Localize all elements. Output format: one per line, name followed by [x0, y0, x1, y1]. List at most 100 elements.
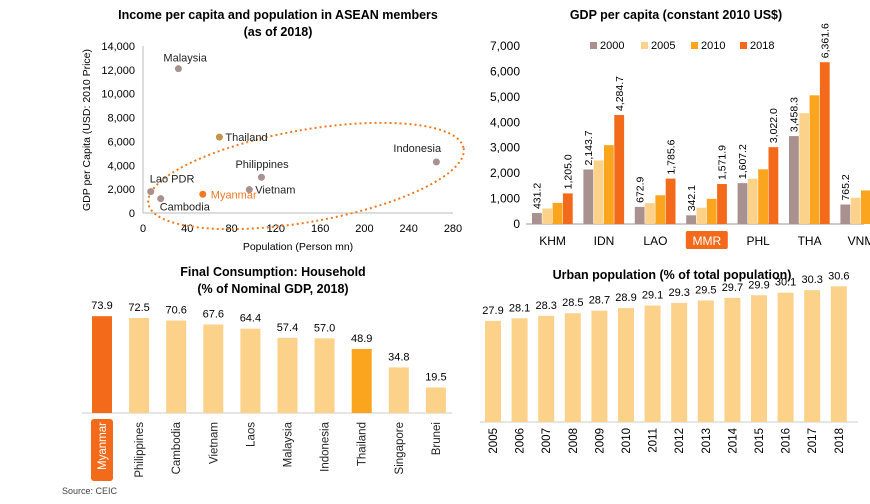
gdp-category-label: THA [798, 234, 822, 248]
urban-value-label: 30.6 [828, 270, 849, 282]
urban-bar [511, 318, 528, 422]
gdp-value-label: 1,785.6 [665, 139, 677, 174]
urban-value-label: 28.7 [589, 295, 610, 307]
urban-value-label: 29.9 [748, 279, 769, 291]
gdp-bar [819, 62, 830, 225]
gdp-bar [747, 178, 758, 224]
urban-value-label: 28.9 [615, 292, 636, 304]
household-chart: Final Consumption: Household (% of Nomin… [82, 265, 452, 481]
scatter-x-tick: 240 [400, 223, 418, 235]
gdp-bar [655, 195, 666, 224]
myanmar-region-ellipse [147, 121, 465, 231]
gdp-legend-swatch [740, 42, 747, 49]
scatter-point [174, 65, 182, 73]
gdp-y-tick: 6,000 [490, 64, 520, 78]
urban-chart: Urban population (% of total population)… [480, 268, 858, 454]
scatter-point-label: Thailand [225, 132, 267, 144]
urban-category-label: 2011 [648, 428, 660, 453]
gdp-legend-swatch [590, 42, 597, 49]
gdp-legend-label: 2018 [750, 40, 774, 52]
gdp-bar [634, 206, 645, 224]
household-value-label: 67.6 [203, 308, 224, 320]
household-bar [388, 367, 409, 413]
gdp-value-label: 1,607.2 [737, 144, 749, 179]
gdp-y-tick: 0 [513, 217, 520, 231]
gdp-bar [604, 145, 614, 224]
scatter-point-label: Lao PDR [150, 174, 195, 186]
scatter-x-label: Population (Person mn) [243, 241, 353, 253]
urban-bar [485, 320, 501, 422]
household-category-label: Cambodia [171, 421, 183, 474]
gdp-category-label: LAO [643, 234, 667, 248]
household-bar [425, 387, 446, 413]
gdp-value-label: 1,571.9 [717, 145, 729, 180]
urban-category-label: 2017 [807, 428, 819, 454]
gdp-category-label: PHL [747, 234, 771, 248]
urban-bar [644, 305, 661, 422]
scatter-title-line2: (as of 2018) [244, 25, 313, 39]
household-value-label: 73.9 [91, 300, 112, 312]
household-value-label: 64.4 [240, 313, 261, 325]
scatter-point-label: Indonesia [393, 143, 442, 155]
urban-title: Urban population (% of total population) [553, 268, 792, 282]
urban-bar [751, 295, 767, 422]
gdp-bar [696, 207, 707, 224]
gdp-bar [665, 178, 676, 224]
gdp-value-label: 431.2 [532, 183, 544, 209]
scatter-y-tick: 12,000 [101, 65, 135, 77]
household-category-label: Singapore [394, 422, 406, 474]
urban-value-label: 28.3 [535, 300, 556, 312]
gdp-bar [552, 202, 563, 224]
urban-bar [777, 292, 794, 422]
urban-category-label: 2016 [781, 428, 793, 454]
scatter-x-tick: 120 [267, 223, 285, 235]
gdp-value-label: 765.2 [840, 174, 852, 200]
gdp-legend-swatch [641, 42, 648, 49]
scatter-y-tick: 6,000 [107, 136, 135, 148]
urban-category-label: 2015 [754, 428, 766, 454]
gdp-bar [562, 193, 573, 224]
gdp-bar [809, 95, 820, 225]
household-bar [129, 318, 150, 413]
gdp-bar [706, 198, 717, 224]
gdp-chart: GDP per capita (constant 2010 US$) 2000 2… [490, 8, 870, 249]
scatter-point [257, 173, 265, 181]
scatter-point [147, 188, 155, 196]
household-title-line2: (% of Nominal GDP, 2018) [197, 282, 348, 296]
source-note: Source: CEIC [62, 486, 118, 496]
urban-category-label: 2013 [701, 428, 713, 454]
scatter-point-label: Philippines [235, 159, 289, 171]
gdp-bar [861, 190, 870, 224]
gdp-legend-label: 2010 [701, 40, 725, 52]
household-category-label: Brunei [431, 422, 443, 455]
gdp-y-tick: 4,000 [490, 115, 520, 129]
gdp-category-label: MMR [692, 234, 721, 248]
gdp-bar [593, 160, 604, 224]
household-category-label: Laos [245, 422, 257, 447]
gdp-value-label: 3,458.3 [789, 97, 801, 132]
household-bar [314, 338, 335, 413]
gdp-y-tick: 1,000 [490, 192, 520, 206]
scatter-y-tick: 8,000 [107, 113, 135, 125]
gdp-bar [799, 113, 810, 224]
gdp-legend-swatch [691, 42, 698, 49]
urban-value-label: 28.1 [509, 302, 530, 314]
scatter-x-tick: 200 [355, 223, 373, 235]
scatter-y-label: GDP per Capita (USD: 2010 Price) [81, 49, 93, 211]
scatter-point [245, 186, 253, 194]
gdp-title: GDP per capita (constant 2010 US$) [570, 8, 782, 22]
gdp-value-label: 4,284.7 [614, 76, 626, 111]
urban-category-label: 2005 [488, 428, 500, 454]
gdp-category-label: KHM [539, 234, 566, 248]
gdp-value-label: 342.1 [686, 185, 698, 211]
gdp-bar [645, 203, 655, 224]
gdp-bar [789, 136, 799, 224]
household-category-label: Thailand [357, 422, 369, 466]
household-value-label: 72.5 [128, 302, 149, 314]
gdp-value-label: 6,361.6 [820, 23, 832, 58]
urban-category-label: 2009 [594, 428, 606, 454]
household-bar [277, 337, 298, 413]
urban-category-label: 2006 [515, 428, 527, 454]
gdp-legend-label: 2005 [651, 40, 675, 52]
scatter-y-tick: 10,000 [101, 89, 135, 101]
